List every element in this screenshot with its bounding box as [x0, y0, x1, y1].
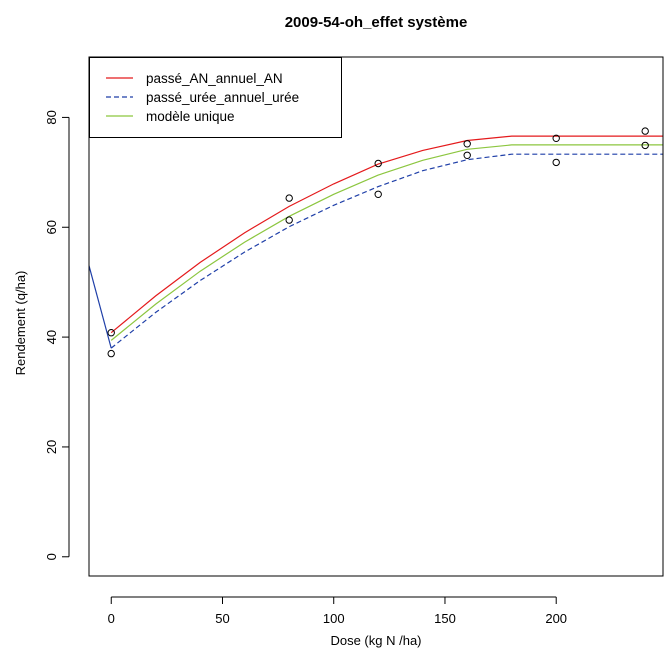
- data-point: [374, 159, 382, 168]
- x-tick-label: 50: [215, 611, 229, 626]
- data-point: [641, 127, 649, 135]
- legend-entry-label: modèle unique: [146, 109, 235, 124]
- data-point: [552, 134, 560, 143]
- y-tick-label: 60: [44, 220, 59, 234]
- legend-entry-label: passé_AN_annuel_AN: [146, 71, 283, 86]
- y-tick-label: 20: [44, 440, 59, 454]
- series-line-2: [110, 153, 663, 349]
- legend: passé_AN_annuel_AN passé_urée_annuel_urée…: [106, 71, 299, 124]
- axes-layer: 0 50 100 150 200 0 20 40 60 80: [44, 56, 664, 626]
- data-point: [463, 151, 471, 160]
- data-point: [107, 329, 115, 337]
- x-tick-label: 200: [545, 611, 567, 626]
- series-line-1: [110, 135, 663, 334]
- data-point: [641, 141, 649, 150]
- data-point: [374, 190, 382, 199]
- x-axis-label: Dose (kg N /ha): [330, 633, 421, 648]
- data-point: [463, 140, 471, 148]
- extra-line-segment-1: [89, 265, 112, 349]
- y-tick-label: 0: [44, 553, 59, 560]
- legend-box: [89, 57, 342, 138]
- x-tick-label: 0: [108, 611, 115, 626]
- legend-entry-label: passé_urée_annuel_urée: [146, 90, 299, 105]
- chart-title: 2009-54-oh_effet système: [285, 14, 468, 31]
- y-axis-label: Rendement (q/ha): [13, 271, 28, 376]
- x-tick-label: 100: [323, 611, 345, 626]
- data-point: [552, 158, 560, 167]
- data-point: [285, 216, 293, 224]
- data-point: [107, 349, 115, 358]
- x-tick-label: 150: [434, 611, 456, 626]
- y-tick-label: 80: [44, 110, 59, 124]
- plot-frame: [88, 56, 664, 577]
- data-point: [285, 194, 293, 202]
- series-line-3: [110, 144, 663, 341]
- data-layer: [89, 78, 663, 358]
- y-tick-label: 40: [44, 330, 59, 344]
